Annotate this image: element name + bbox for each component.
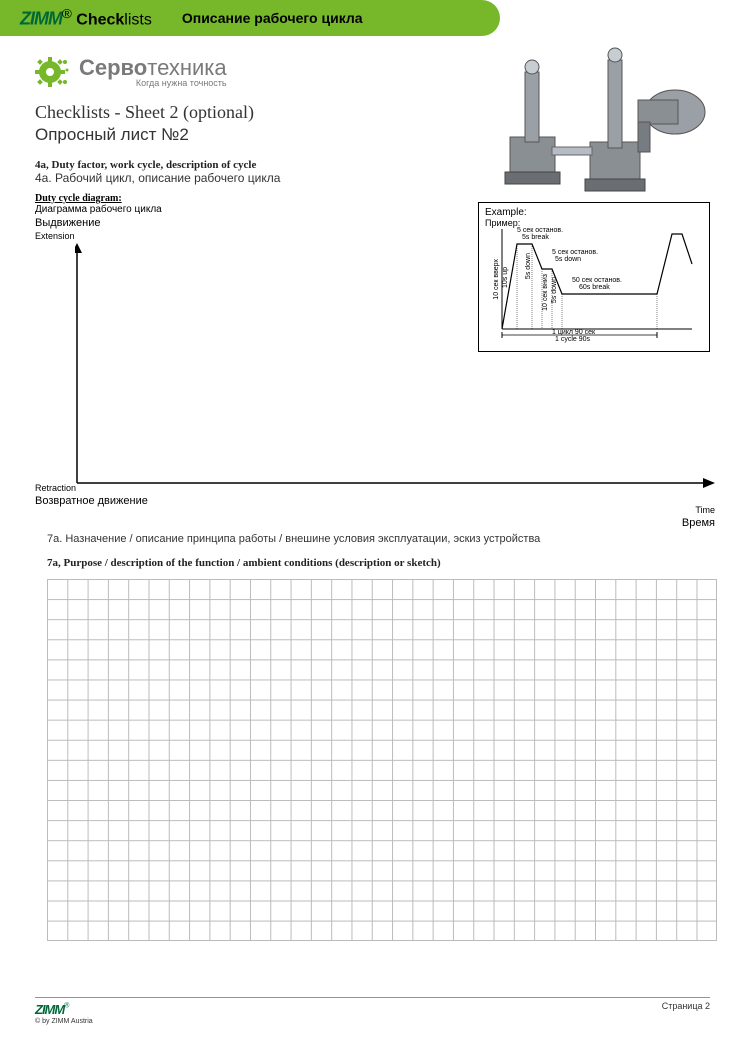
header-title: Описание рабочего цикла [182, 10, 363, 26]
y-label-ru: Выдвижение [35, 217, 100, 229]
y-label-en: Extension [35, 231, 75, 241]
sheet-title-en: Checklists - Sheet 2 (optional) [35, 102, 712, 123]
footer-copy: © by ZIMM Austria [35, 1018, 93, 1026]
servo-logo: Сервотехника Когда нужна точность [35, 54, 712, 90]
header-bar: ZIMM® Checklists Описание рабочего цикла [0, 0, 500, 36]
gear-icon [35, 54, 71, 90]
q4a-en: 4a, Duty factor, work cycle, description… [35, 159, 712, 171]
content: Сервотехника Когда нужна точность Checkl… [0, 36, 732, 941]
footer-sup: ® [64, 1002, 69, 1009]
footer-left: ZIMM® © by ZIMM Austria [35, 1001, 93, 1026]
q7a-en: 7a, Purpose / description of the functio… [47, 557, 712, 569]
time-ru: Время [682, 517, 715, 529]
zimm-logo-sup: ® [62, 6, 72, 21]
sheet-title-ru: Опросный лист №2 [35, 125, 712, 145]
servo-text: Сервотехника Когда нужна точность [79, 57, 227, 88]
footer-zimm: ZIMM [35, 1002, 64, 1017]
retraction-en: Retraction [35, 483, 76, 493]
zimm-logo: ZIMM® Checklists [20, 6, 152, 29]
duty-cycle-axis: Выдвижение Extension Retraction Возвратн… [35, 225, 715, 513]
q4a-ru: 4а. Рабочий цикл, описание рабочего цикл… [35, 171, 712, 185]
time-en: Time [695, 505, 715, 515]
sketch-grid[interactable] [47, 579, 717, 941]
footer-page: Страница 2 [662, 1001, 710, 1011]
duty-label-en: Duty cycle diagram: [35, 193, 712, 204]
footer: ZIMM® © by ZIMM Austria Страница 2 [35, 997, 710, 1026]
duty-label-ru: Диаграмма рабочего цикла [35, 204, 712, 215]
servo-sub: Когда нужна точность [79, 79, 227, 88]
q7a-ru: 7а. Назначение / описание принципа работ… [47, 533, 712, 545]
axis-svg [75, 243, 715, 493]
retraction-ru: Возвратное движение [35, 495, 148, 507]
zimm-logo-text: ZIMM [20, 9, 62, 29]
checklists-word: Checklists [76, 12, 152, 29]
